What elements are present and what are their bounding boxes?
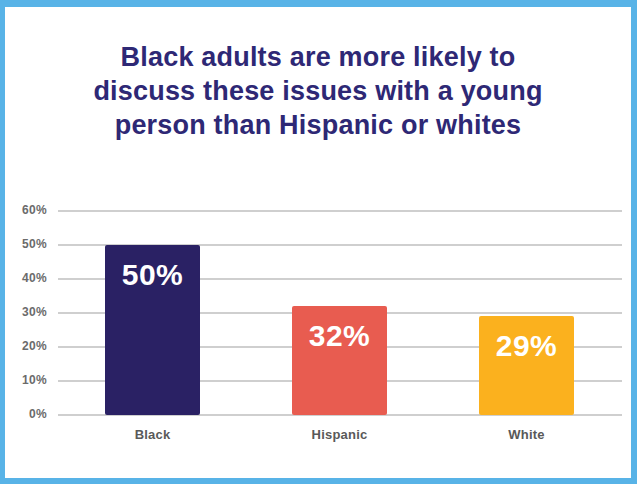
- x-axis-label-black: Black: [105, 427, 200, 442]
- gridline-60%: [58, 210, 622, 212]
- bar-black: 50%: [105, 245, 200, 415]
- y-axis-tick-label-50%: 50%: [5, 237, 47, 251]
- bar-white: 29%: [479, 316, 574, 415]
- x-axis-label-white: White: [479, 427, 574, 442]
- chart-card-inner: Black adults are more likely to discuss …: [5, 7, 631, 478]
- bar-value-label-white: 29%: [479, 316, 574, 363]
- y-axis-tick-label-30%: 30%: [5, 305, 47, 319]
- chart-card: Black adults are more likely to discuss …: [0, 0, 637, 484]
- bar-hispanic: 32%: [292, 306, 387, 415]
- y-axis-tick-label-40%: 40%: [5, 271, 47, 285]
- bar-value-label-black: 50%: [105, 245, 200, 292]
- y-axis-tick-label-60%: 60%: [5, 203, 47, 217]
- y-axis-tick-label-20%: 20%: [5, 339, 47, 353]
- y-axis-tick-label-0%: 0%: [5, 407, 47, 421]
- bar-chart-plot: 0% 10% 20% 30% 40% 50% 60% 50% Black 32% Hispanic 2…: [5, 7, 631, 478]
- bar-value-label-hispanic: 32%: [292, 306, 387, 353]
- y-axis-tick-label-10%: 10%: [5, 373, 47, 387]
- x-axis-label-hispanic: Hispanic: [292, 427, 387, 442]
